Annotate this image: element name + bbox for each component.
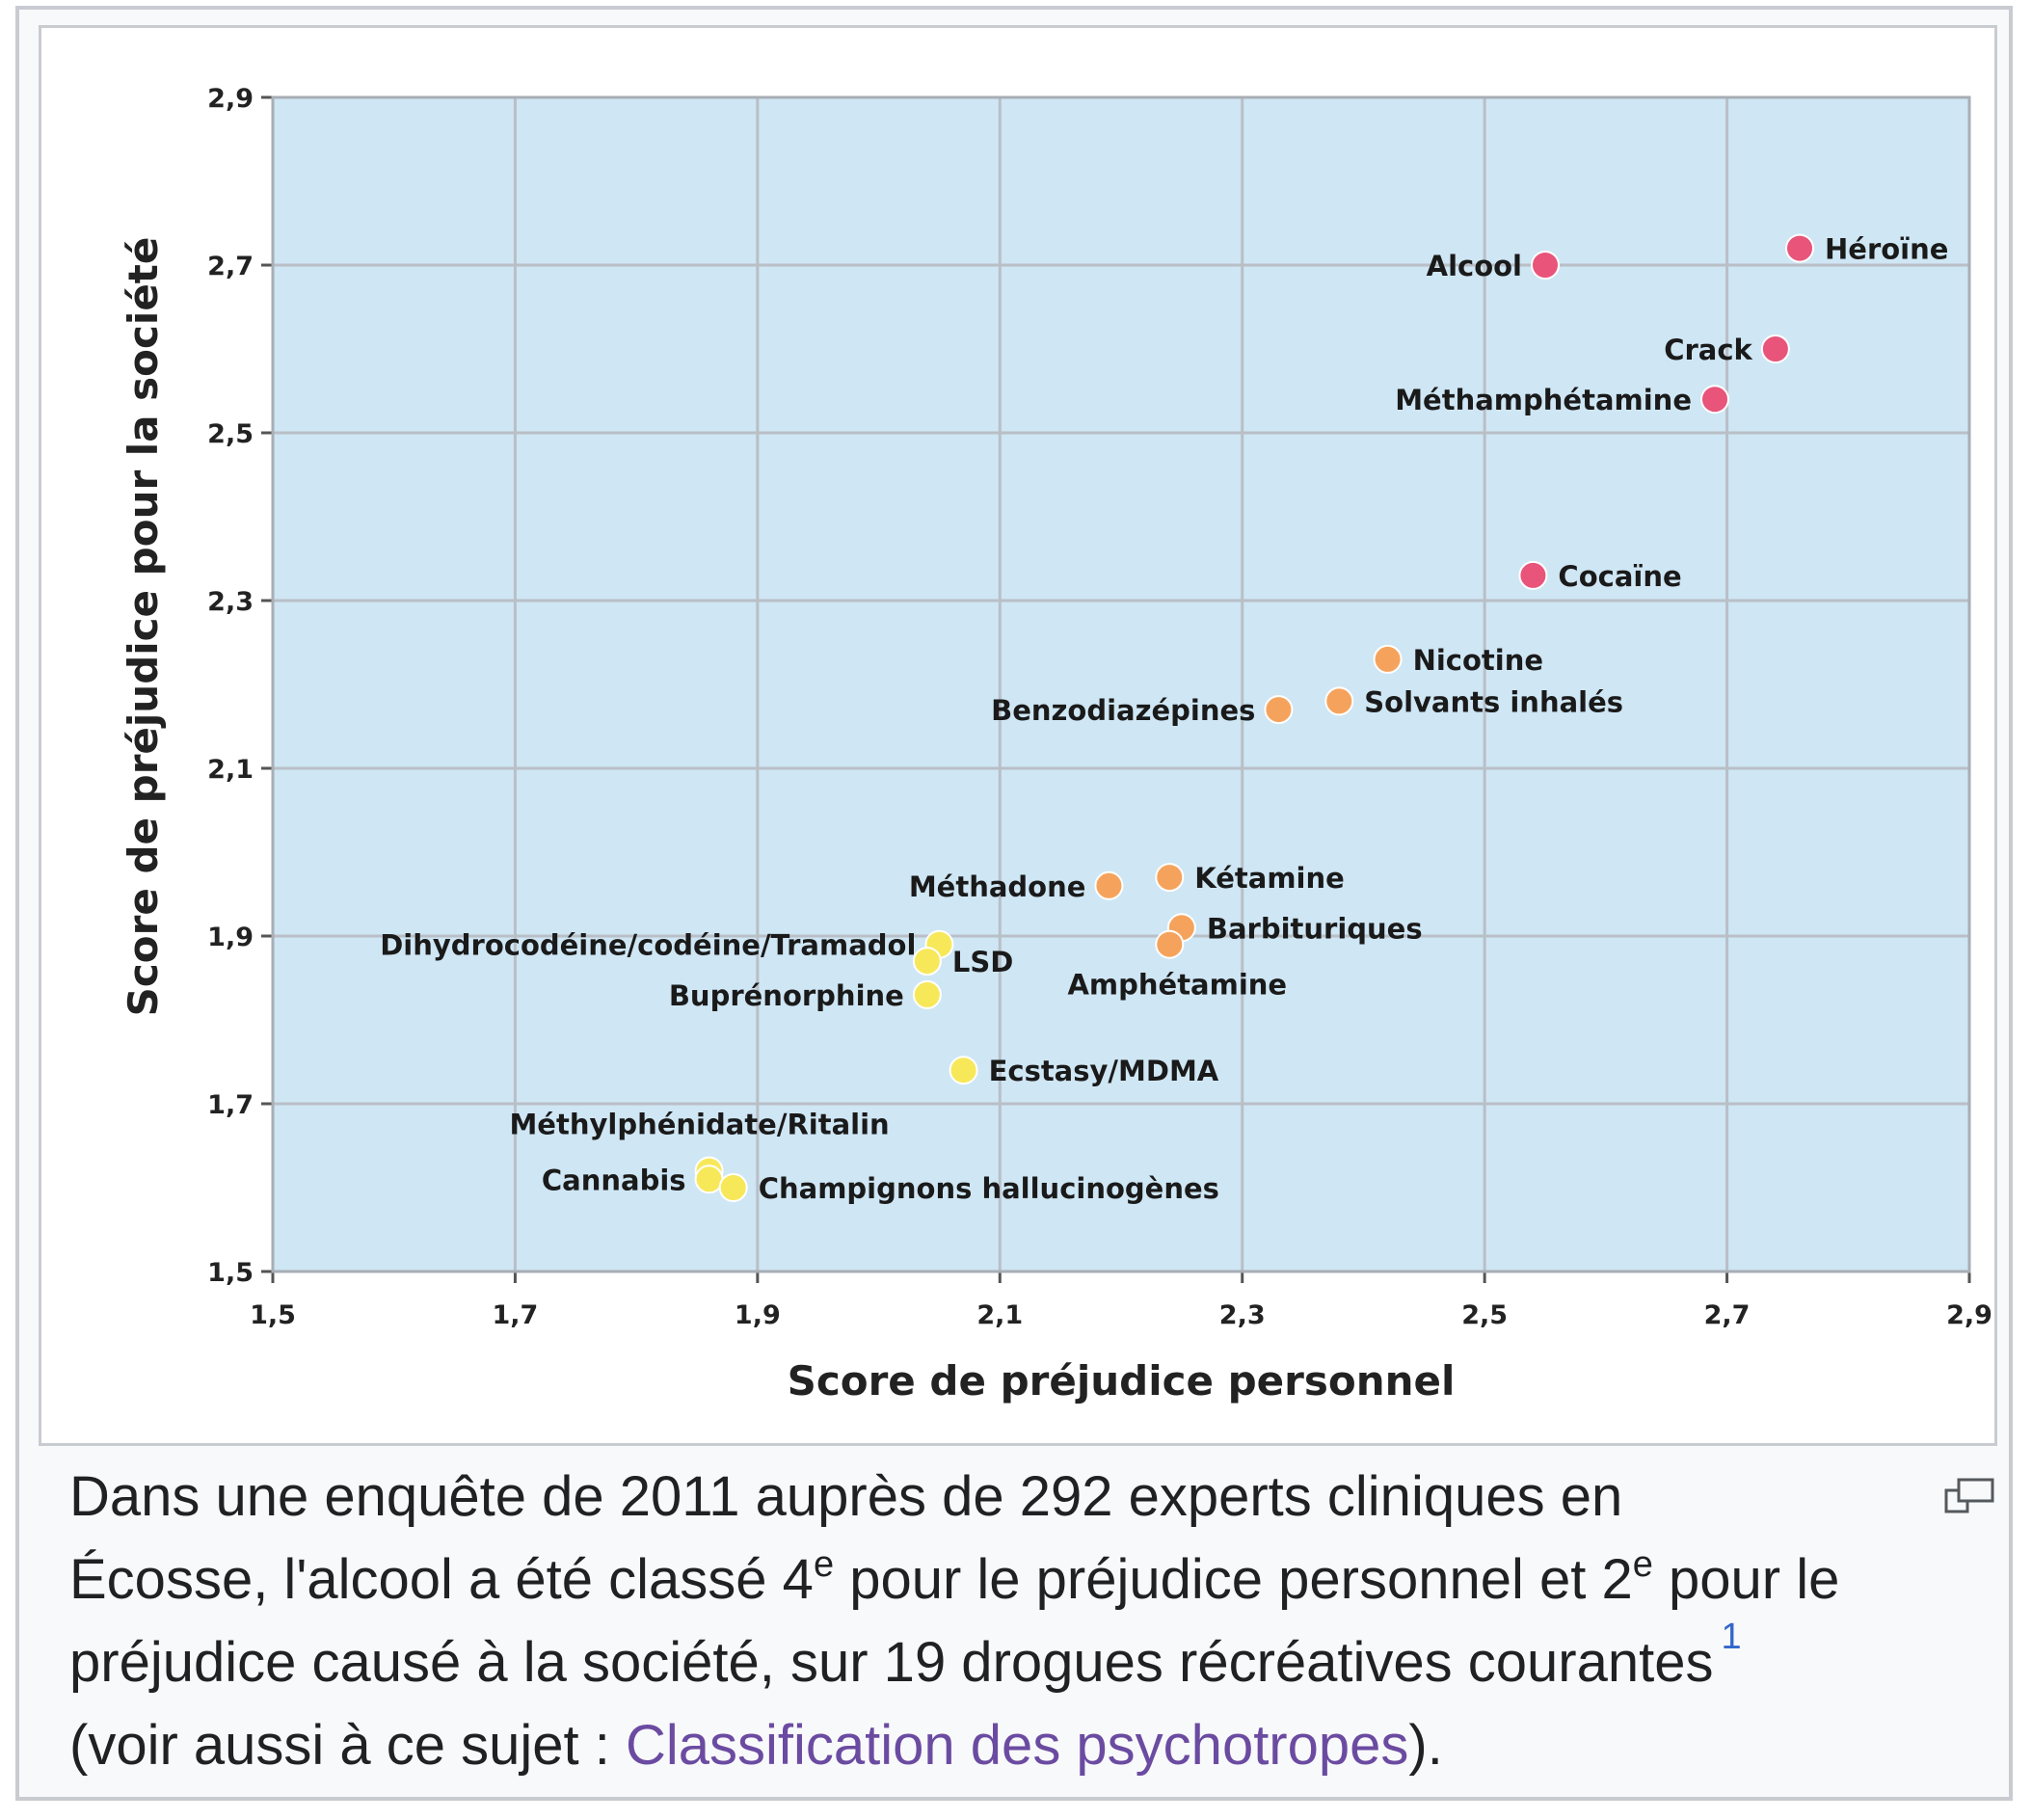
data-point: [912, 979, 942, 1009]
data-point-label: Alcool: [1427, 250, 1522, 282]
y-tick-label: 2,3: [207, 587, 254, 617]
x-tick-label: 1,7: [493, 1300, 539, 1330]
ordinal-superscript: e: [813, 1544, 835, 1586]
data-point: [694, 1164, 724, 1194]
x-axis-label: Score de préjudice personnel: [788, 1357, 1456, 1405]
reference-link[interactable]: 1: [1721, 1616, 1742, 1657]
data-point-label: Cocaïne: [1558, 560, 1681, 593]
data-point-label: Héroïne: [1825, 233, 1948, 266]
data-point: [912, 947, 942, 977]
data-point: [1785, 233, 1814, 263]
data-point-label: LSD: [952, 946, 1013, 978]
y-tick-label: 2,9: [207, 84, 254, 114]
data-point-label: Méthadone: [909, 870, 1086, 903]
x-tick-label: 2,3: [1219, 1300, 1266, 1330]
data-point-label: Cannabis: [542, 1164, 686, 1196]
data-point: [949, 1056, 978, 1085]
data-point: [1518, 560, 1548, 590]
data-point-label: Crack: [1664, 334, 1752, 366]
data-point-label: Benzodiazépines: [991, 694, 1255, 727]
data-point: [1373, 644, 1403, 674]
scatter-chart: 1,5 1,7 1,9 2,1 2,3 2,5 2,7 2,9 1,5 1,7 1,9 2,1 2,3 2…: [120, 84, 1992, 1405]
data-point: [1155, 863, 1185, 893]
x-tick-label: 1,5: [250, 1300, 296, 1330]
data-point: [1700, 385, 1729, 415]
chart-frame: 1,5 1,7 1,9 2,1 2,3 2,5 2,7 2,9 1,5 1,7 1,9 2,1 2,3 2…: [39, 25, 1997, 1446]
data-point: [1094, 870, 1124, 900]
x-tick-label: 1,9: [735, 1300, 781, 1330]
x-tick-label: 2,9: [1946, 1300, 1992, 1330]
data-point-label: Dihydrocodéine/codéine/Tramadol: [380, 929, 916, 962]
data-point-label: Méthylphénidate/Ritalin: [509, 1109, 889, 1141]
classification-link[interactable]: Classification des psychotropes: [626, 1714, 1409, 1777]
caption-line-4b: ).: [1408, 1714, 1443, 1777]
y-tick-label: 2,1: [207, 755, 254, 785]
y-tick-label: 1,5: [207, 1258, 254, 1288]
x-tick-label: 2,1: [976, 1300, 1023, 1330]
x-tick-label: 2,5: [1461, 1300, 1508, 1330]
caption-line-2c: pour le: [1652, 1548, 1840, 1611]
caption-line-3: préjudice causé à la société, sur 19 dro…: [69, 1631, 1714, 1694]
data-point-label: Solvants inhalés: [1364, 685, 1623, 718]
data-point: [1264, 695, 1294, 725]
data-point-label: Méthamphétamine: [1395, 384, 1692, 416]
data-point-label: Champignons hallucinogènes: [759, 1172, 1219, 1205]
y-tick-label: 2,7: [207, 252, 254, 281]
caption-line-2a: Écosse, l'alcool a été classé 4: [69, 1548, 814, 1611]
data-point-label: Amphétamine: [1067, 969, 1287, 1002]
ordinal-superscript: e: [1632, 1544, 1653, 1586]
y-tick-label: 1,7: [207, 1090, 254, 1120]
data-point: [1760, 335, 1790, 363]
data-point: [1531, 251, 1560, 280]
plot-area: [273, 97, 1969, 1271]
y-axis-label: Score de préjudice pour la société: [120, 237, 167, 1017]
caption-line-4a: (voir aussi à ce sujet :: [69, 1714, 626, 1777]
data-point: [718, 1173, 748, 1202]
data-point-label: Ecstasy/MDMA: [989, 1055, 1219, 1087]
figure-caption: Dans une enquête de 2011 auprès de 292 e…: [69, 1456, 1959, 1787]
caption-line-1: Dans une enquête de 2011 auprès de 292 e…: [69, 1465, 1623, 1528]
data-point-label: Kétamine: [1194, 862, 1345, 895]
data-point-label: Barbituriques: [1207, 912, 1423, 945]
figure-thumbnail: 1,5 1,7 1,9 2,1 2,3 2,5 2,7 2,9 1,5 1,7 1,9 2,1 2,3 2…: [15, 6, 2013, 1801]
data-point-label: Nicotine: [1413, 644, 1543, 677]
caption-line-2b: pour le préjudice personnel et 2: [834, 1548, 1633, 1611]
magnify-icon[interactable]: [1943, 1477, 1995, 1515]
y-tick-label: 1,9: [207, 923, 254, 952]
data-point-label: Buprénorphine: [669, 979, 904, 1012]
data-point: [1324, 686, 1354, 716]
plot-border: [271, 95, 1971, 1273]
x-tick-label: 2,7: [1704, 1300, 1751, 1330]
data-point: [1155, 929, 1185, 959]
y-tick-label: 2,5: [207, 419, 254, 449]
